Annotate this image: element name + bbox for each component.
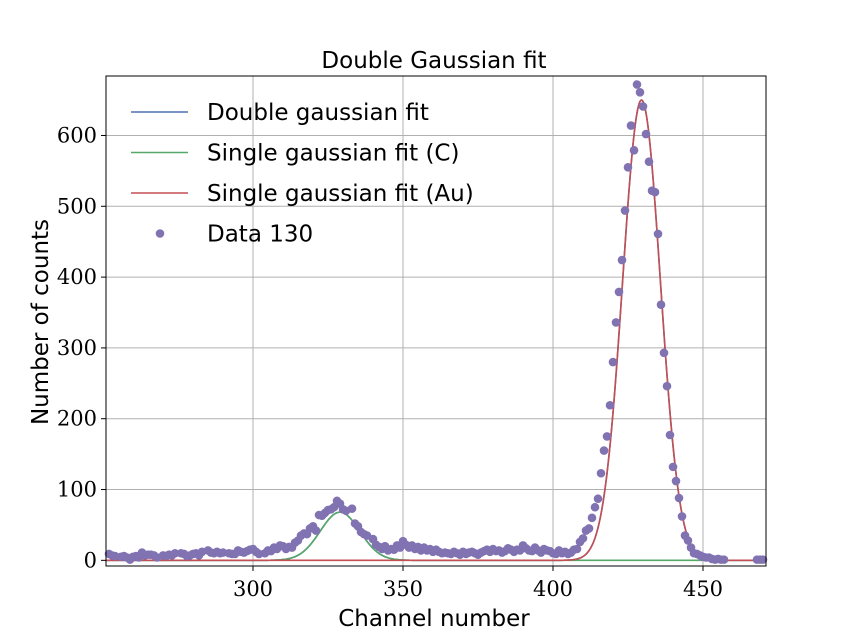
data-point <box>605 400 615 410</box>
y-axis-label: Number of counts <box>28 219 54 425</box>
data-point <box>671 476 681 486</box>
y-tick-label: 300 <box>57 336 97 360</box>
data-point <box>608 357 618 367</box>
plot-frame <box>105 75 767 567</box>
data-point <box>593 494 603 504</box>
x-tick-label: 350 <box>383 577 423 601</box>
data-point <box>617 255 627 265</box>
data-point <box>311 526 321 535</box>
data-point <box>668 462 678 472</box>
data-point <box>641 129 651 139</box>
data-point <box>683 536 693 545</box>
x-tick-label: 300 <box>233 577 273 601</box>
x-tick-label: 450 <box>683 577 723 601</box>
data-point <box>635 87 645 97</box>
data-point <box>662 381 672 391</box>
data-point <box>629 146 639 155</box>
data-point <box>578 534 588 543</box>
data-point <box>653 229 663 239</box>
data-point <box>572 544 582 554</box>
data-point <box>623 163 633 172</box>
y-tick-label: 100 <box>57 478 97 502</box>
data-point <box>590 502 600 512</box>
axis-ticks: 300 350 400 450 0 100 200 300 400 500 600 <box>57 123 723 601</box>
data-point <box>347 504 357 513</box>
data-point <box>758 555 768 564</box>
y-tick-label: 200 <box>57 407 97 431</box>
data-point <box>632 80 642 89</box>
legend-data-130-label: Data 130 <box>207 222 313 248</box>
data-points <box>104 80 768 564</box>
x-axis-label: Channel number <box>338 606 530 632</box>
double-gaussian-fit-line <box>106 99 766 562</box>
data-point <box>620 206 630 215</box>
data-point <box>719 555 729 564</box>
data-point <box>665 430 675 440</box>
y-tick-label: 0 <box>84 548 97 572</box>
chart-title: Double Gaussian fit <box>321 48 546 74</box>
legend-double-gaussian-label: Double gaussian fit <box>207 100 429 126</box>
data-point <box>611 318 621 327</box>
y-tick-label: 600 <box>57 123 97 147</box>
y-tick-label: 400 <box>57 265 97 289</box>
data-point <box>644 157 654 166</box>
data-point <box>674 493 684 503</box>
data-point <box>602 432 612 441</box>
legend-single-gaussian-c-label: Single gaussian fit (C) <box>207 141 459 167</box>
data-point <box>656 300 666 310</box>
data-point <box>677 512 687 521</box>
data-point <box>587 513 597 523</box>
data-point <box>638 102 648 111</box>
data-point <box>596 468 606 478</box>
single-gaussian-au-line <box>106 99 766 562</box>
legend: Double gaussian fit Single gaussian fit (… <box>131 100 474 248</box>
data-point <box>626 121 636 130</box>
data-point <box>584 524 594 533</box>
data-point <box>659 348 669 358</box>
x-tick-label: 400 <box>533 577 573 601</box>
data-point <box>599 446 609 455</box>
legend-data-130-swatch <box>155 229 165 238</box>
data-point <box>650 187 660 197</box>
data-point <box>170 548 180 558</box>
y-tick-label: 500 <box>57 194 97 218</box>
fit-curves <box>106 99 766 562</box>
data-point <box>614 287 624 297</box>
legend-single-gaussian-au-label: Single gaussian fit (Au) <box>207 181 474 207</box>
